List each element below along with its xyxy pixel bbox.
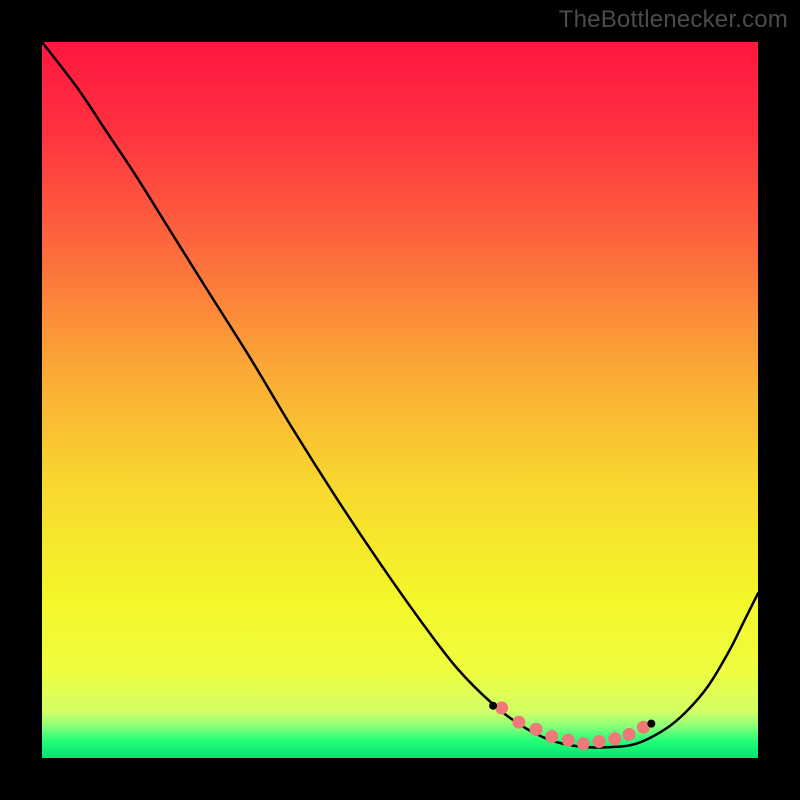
marker-dot (609, 733, 621, 745)
chart-container: TheBottlenecker.com (0, 0, 800, 800)
end-dot (647, 720, 655, 728)
watermark-text: TheBottlenecker.com (559, 6, 788, 34)
end-dot (489, 702, 497, 710)
marker-dot (496, 702, 508, 714)
marker-dot (623, 728, 635, 740)
marker-dot (593, 736, 605, 748)
marker-dot (530, 723, 542, 735)
bottleneck-chart (0, 0, 800, 800)
marker-dot (546, 731, 558, 743)
marker-dot (513, 716, 525, 728)
plot-area (42, 42, 758, 758)
marker-dot (577, 738, 589, 750)
marker-dot (562, 734, 574, 746)
